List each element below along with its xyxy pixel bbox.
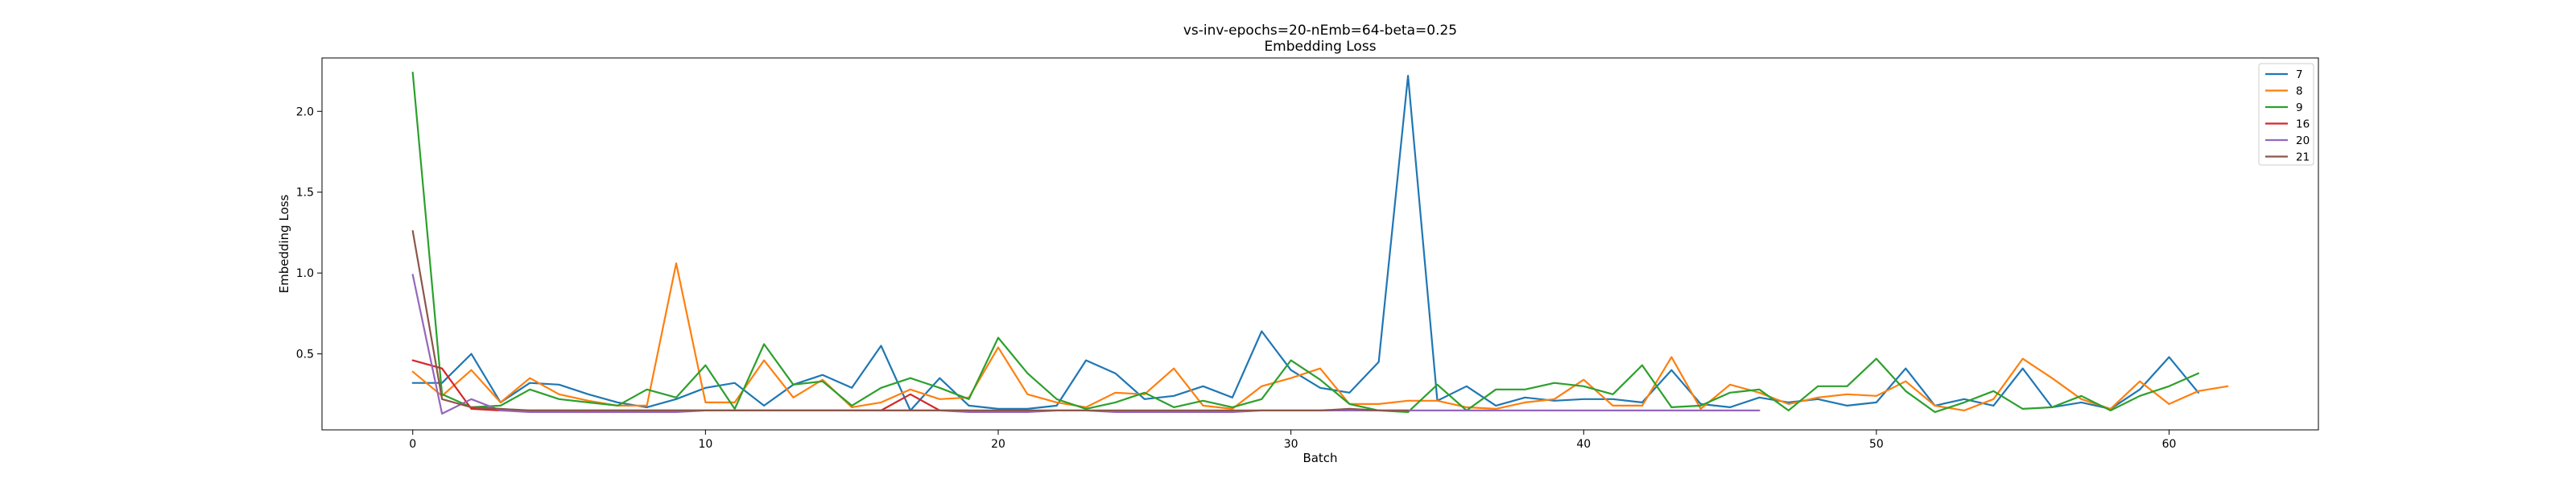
y-tick-label: 2.0	[296, 105, 314, 118]
x-tick-label: 40	[1576, 438, 1591, 451]
x-tick-label: 60	[2162, 438, 2177, 451]
legend-label-8: 8	[2296, 85, 2303, 98]
plot-area: 0 10 20 30 40 50 60 0.5 1.0 1.5 2.0	[296, 57, 2319, 451]
x-tick-label: 20	[991, 438, 1005, 451]
x-tick-label: 0	[409, 438, 416, 451]
legend-label-7: 7	[2296, 68, 2303, 81]
legend-label-21: 21	[2296, 151, 2310, 164]
series-line-9	[411, 71, 2199, 413]
y-axis-ticks: 0.5 1.0 1.5 2.0	[296, 105, 322, 361]
legend-label-9: 9	[2296, 101, 2303, 114]
x-axis-label: Batch	[1302, 451, 1337, 465]
chart-title: vs-inv-epochs=20-nEmb=64-beta=0.25	[1183, 23, 1457, 39]
series-line-8	[411, 262, 2229, 411]
y-axis-label: Embedding Loss	[277, 194, 291, 293]
y-tick-label: 0.5	[296, 349, 314, 361]
x-tick-label: 10	[698, 438, 712, 451]
legend: 7 8 9 16 20 21	[2258, 63, 2314, 166]
x-axis-ticks: 0 10 20 30 40 50 60	[409, 430, 2176, 451]
x-tick-label: 30	[1284, 438, 1298, 451]
series-lines	[411, 71, 2229, 415]
legend-label-16: 16	[2296, 118, 2310, 131]
legend-box	[2258, 63, 2314, 166]
y-tick-label: 1.5	[296, 187, 314, 200]
chart-subtitle: Embedding Loss	[1264, 39, 1376, 55]
y-tick-label: 1.0	[296, 267, 314, 280]
series-line-21	[411, 229, 1410, 411]
series-line-7	[411, 74, 2199, 411]
x-tick-label: 50	[1869, 438, 1884, 451]
axes-frame	[321, 57, 2319, 431]
legend-label-20: 20	[2296, 134, 2310, 147]
